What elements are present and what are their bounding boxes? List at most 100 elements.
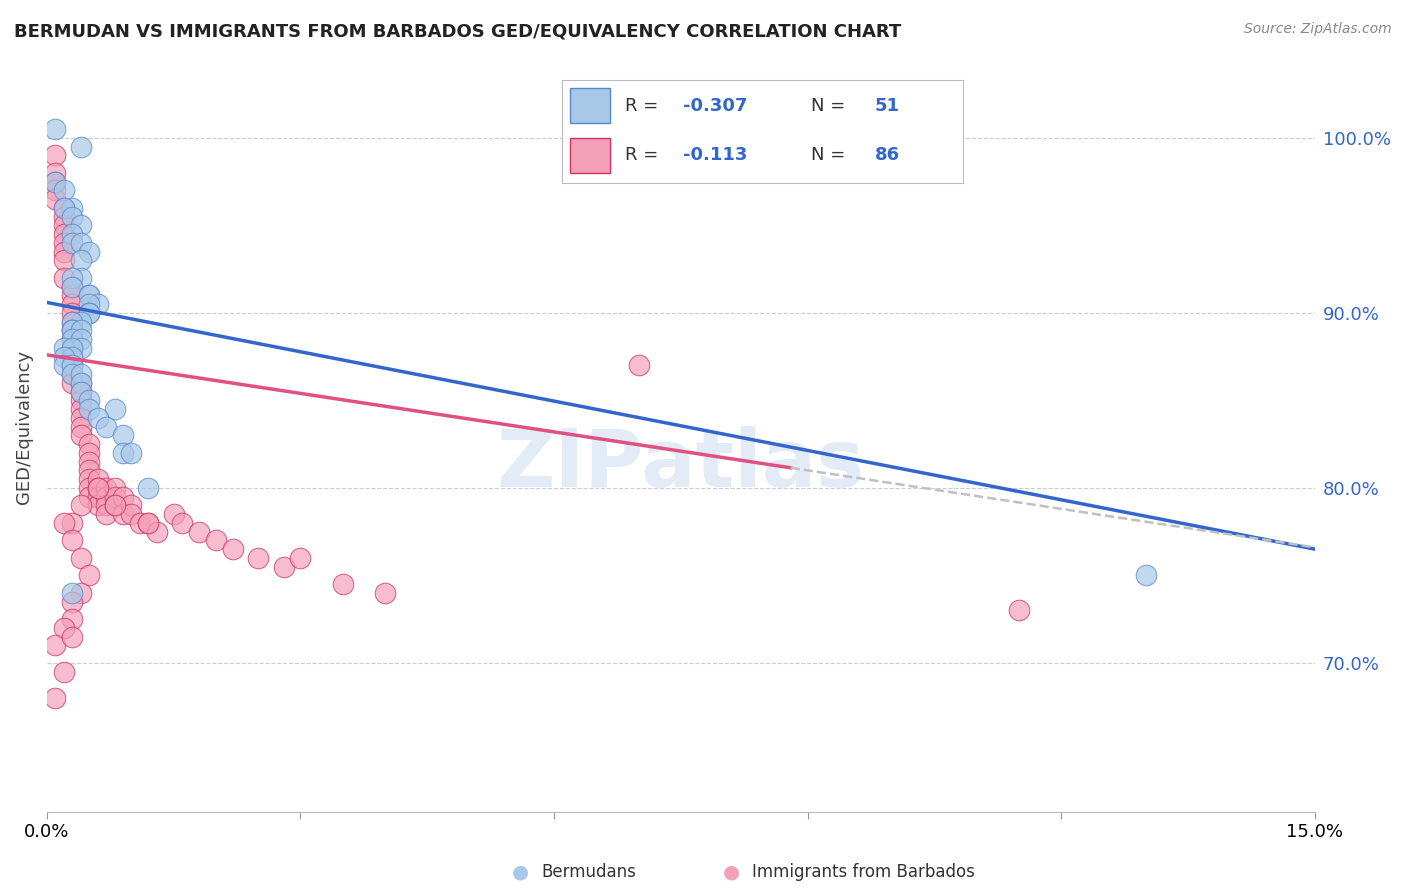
Point bbox=[77, 446, 100, 460]
Point bbox=[44, 122, 66, 136]
Point bbox=[44, 175, 66, 189]
Point bbox=[120, 446, 142, 460]
Point bbox=[60, 323, 83, 337]
Point bbox=[60, 367, 83, 381]
Point bbox=[60, 376, 83, 390]
Point bbox=[60, 594, 83, 608]
Bar bbox=[571, 88, 610, 123]
Bar bbox=[571, 137, 610, 173]
Text: R =: R = bbox=[624, 146, 669, 164]
Point bbox=[60, 359, 83, 373]
Point bbox=[69, 315, 91, 329]
Point bbox=[69, 139, 91, 153]
Point bbox=[69, 219, 91, 233]
Point bbox=[52, 359, 75, 373]
Point bbox=[60, 612, 83, 626]
Point bbox=[52, 235, 75, 250]
Point bbox=[86, 490, 108, 504]
Point bbox=[111, 490, 134, 504]
Point bbox=[69, 550, 91, 565]
Point bbox=[44, 184, 66, 198]
Point bbox=[77, 306, 100, 320]
Point bbox=[128, 516, 150, 530]
Point bbox=[290, 550, 312, 565]
Point bbox=[273, 559, 295, 574]
Text: 51: 51 bbox=[875, 97, 900, 115]
Point bbox=[86, 481, 108, 495]
Point bbox=[103, 499, 125, 513]
Point bbox=[77, 244, 100, 259]
Point bbox=[52, 201, 75, 215]
Point bbox=[103, 499, 125, 513]
Point bbox=[69, 376, 91, 390]
Point bbox=[86, 481, 108, 495]
Text: N =: N = bbox=[811, 97, 851, 115]
Point bbox=[44, 166, 66, 180]
Point bbox=[77, 455, 100, 469]
Point bbox=[60, 332, 83, 346]
Point bbox=[94, 481, 117, 495]
Point bbox=[69, 376, 91, 390]
Point bbox=[111, 428, 134, 442]
Point bbox=[60, 323, 83, 337]
Point bbox=[52, 184, 75, 198]
Point bbox=[69, 323, 91, 337]
Point bbox=[52, 227, 75, 242]
Text: 86: 86 bbox=[875, 146, 900, 164]
Point bbox=[77, 463, 100, 477]
Point bbox=[69, 271, 91, 285]
Point bbox=[136, 516, 159, 530]
Point bbox=[120, 499, 142, 513]
Point bbox=[69, 428, 91, 442]
Point bbox=[94, 419, 117, 434]
Point bbox=[103, 402, 125, 417]
Point bbox=[60, 201, 83, 215]
Point bbox=[77, 288, 100, 302]
Text: ZIPatlas: ZIPatlas bbox=[496, 426, 865, 504]
Point bbox=[77, 393, 100, 408]
Point bbox=[52, 271, 75, 285]
Y-axis label: GED/Equivalency: GED/Equivalency bbox=[15, 350, 32, 504]
Point bbox=[86, 410, 108, 425]
Point bbox=[52, 201, 75, 215]
Point bbox=[69, 367, 91, 381]
Text: Source: ZipAtlas.com: Source: ZipAtlas.com bbox=[1244, 22, 1392, 37]
Point bbox=[86, 499, 108, 513]
Point bbox=[69, 384, 91, 399]
Point bbox=[627, 359, 650, 373]
Point bbox=[1135, 568, 1157, 582]
Point bbox=[52, 341, 75, 355]
Point bbox=[60, 350, 83, 364]
Point bbox=[60, 235, 83, 250]
Point bbox=[77, 437, 100, 451]
Point bbox=[60, 210, 83, 224]
Point bbox=[103, 490, 125, 504]
Point bbox=[77, 306, 100, 320]
Point bbox=[60, 297, 83, 311]
Text: N =: N = bbox=[811, 146, 851, 164]
Point bbox=[52, 210, 75, 224]
Point bbox=[69, 332, 91, 346]
Point bbox=[120, 507, 142, 521]
Point bbox=[44, 638, 66, 652]
Point bbox=[60, 315, 83, 329]
Point bbox=[172, 516, 194, 530]
Point bbox=[332, 577, 354, 591]
Point bbox=[60, 271, 83, 285]
Point bbox=[77, 288, 100, 302]
Text: R =: R = bbox=[624, 97, 664, 115]
Point bbox=[60, 227, 83, 242]
Text: Bermudans: Bermudans bbox=[541, 863, 636, 881]
Point bbox=[52, 516, 75, 530]
Point bbox=[94, 499, 117, 513]
Point bbox=[111, 446, 134, 460]
Point bbox=[1008, 603, 1031, 617]
Point bbox=[60, 332, 83, 346]
Point bbox=[60, 341, 83, 355]
Point bbox=[69, 499, 91, 513]
Point bbox=[69, 384, 91, 399]
Point bbox=[86, 297, 108, 311]
Point bbox=[44, 148, 66, 162]
Text: ●: ● bbox=[512, 863, 529, 882]
Point bbox=[44, 192, 66, 206]
